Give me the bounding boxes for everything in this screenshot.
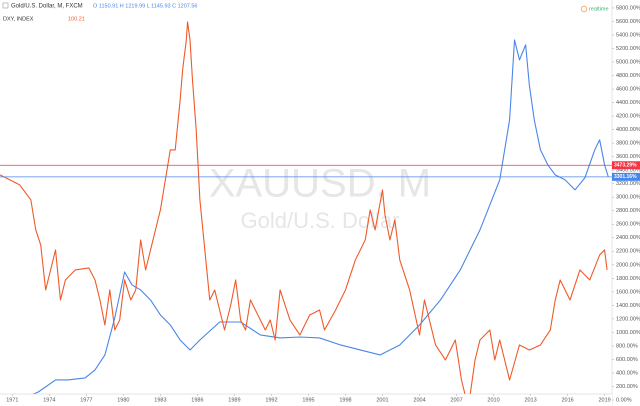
y-tick-label: 400.00% [616,370,638,376]
y-tick-label: 4800.00% [616,73,640,79]
y-tick-label: 1800.00% [616,276,640,282]
compare-symbol[interactable]: DXY, INDEX [3,16,34,22]
plot-area [0,21,612,394]
y-tick-label: 3200.00% [616,181,640,187]
y-tick-label: 5600.00% [616,19,640,25]
x-tick-label: 1989 [228,397,240,403]
status-icon [580,5,588,13]
y-tick-label: 4600.00% [616,87,640,93]
y-tick-label: 5800.00% [616,5,640,11]
x-tick-label: 1980 [117,397,129,403]
y-tick-label: 1000.00% [616,330,640,336]
x-tick-label: 2016 [561,397,573,403]
y-tick-label: 2000.00% [616,262,640,268]
series-line [0,21,608,394]
x-tick-label: 1971 [6,397,18,403]
y-tick-label: 4400.00% [616,100,640,106]
y-tick-label: 1600.00% [616,289,640,295]
price-label: 3473.29% [614,163,637,169]
symbol[interactable]: Gold/U.S. Dollar, M, FXCM [11,4,83,10]
y-tick-label: 2200.00% [616,249,640,255]
y-tick-label: 4200.00% [616,114,640,120]
y-tick-label: 2600.00% [616,222,640,228]
y-tick-label: 1200.00% [616,316,640,322]
y-tick-label: 0.00% [616,397,632,403]
y-tick-label: 200.00% [616,384,638,390]
y-tick-label: 4000.00% [616,127,640,133]
symbol-icon[interactable] [2,2,9,9]
status: realtime [589,6,609,12]
axes: 0.00% 200.00% 400.00% 600.00% 800.00% 1000.00… [6,5,640,403]
watermark: XAUUSD, M [209,162,431,206]
y-tick-label: 800.00% [616,343,638,349]
x-tick-label: 1983 [154,397,166,403]
ohlc: O 1150.91 H 1219.99 L 1145.93 C 1207.56 [93,3,197,9]
y-tick-label: 3600.00% [616,154,640,160]
x-axis-strip [0,394,612,406]
y-tick-label: 5000.00% [616,59,640,65]
x-tick-label: 2010 [487,397,499,403]
x-tick-label: 1998 [339,397,351,403]
y-tick-label: 1400.00% [616,303,640,309]
x-tick-label: 1974 [43,397,55,403]
x-tick-label: 2013 [524,397,536,403]
price-label: 3301.16% [614,174,637,180]
x-tick-label: 2001 [376,397,388,403]
x-tick-label: 2004 [413,397,425,403]
x-tick-label: 2007 [450,397,462,403]
price-label-box [612,172,640,181]
y-tick-label: 2400.00% [616,235,640,241]
x-tick-label: 2019 [598,397,610,403]
y-tick-label: 600.00% [616,357,638,363]
y-tick-label: 5400.00% [616,32,640,38]
y-tick-label: 5200.00% [616,46,640,52]
x-tick-label: 1995 [302,397,314,403]
compare-value: 100.21 [68,16,85,22]
x-tick-label: 1977 [80,397,92,403]
y-tick-label: 3000.00% [616,195,640,201]
y-tick-label: 3800.00% [616,141,640,147]
x-tick-label: 1992 [265,397,277,403]
y-tick-label: 3400.00% [616,168,640,174]
price-label-box [612,161,640,170]
x-tick-label: 1986 [191,397,203,403]
y-tick-label: 2800.00% [616,208,640,214]
